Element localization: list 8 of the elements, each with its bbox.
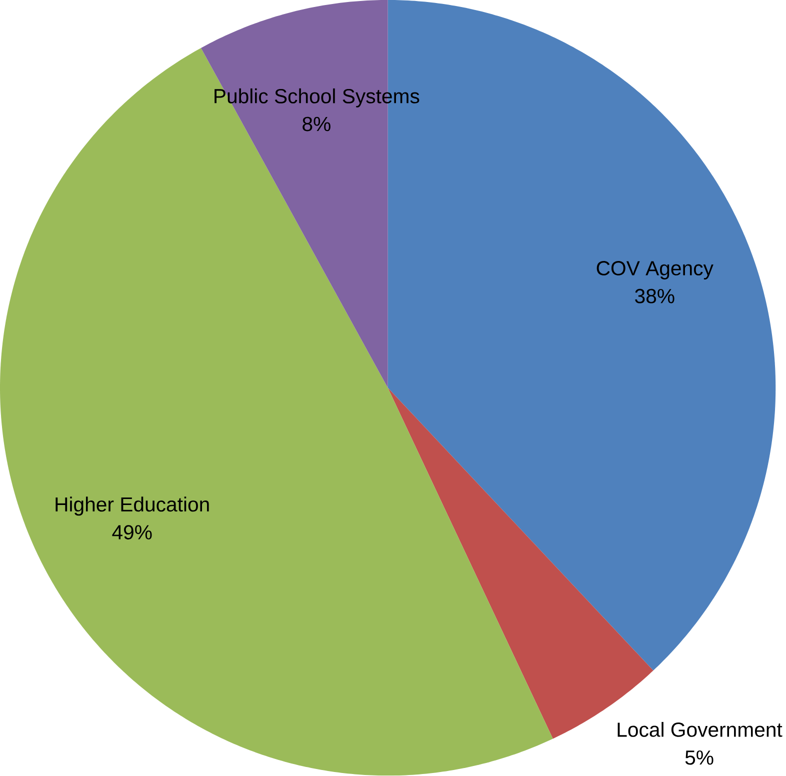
slice-label: COV Agency xyxy=(596,261,714,280)
data-label: 5% xyxy=(685,750,714,765)
data-label: 49% xyxy=(112,525,152,540)
slice-label: Higher Education xyxy=(56,496,209,516)
data-label: 8% xyxy=(302,117,330,132)
slice-label: Public School Systems xyxy=(214,88,420,108)
slice-label: Local Government xyxy=(618,722,782,738)
data-label: 38% xyxy=(635,289,674,304)
